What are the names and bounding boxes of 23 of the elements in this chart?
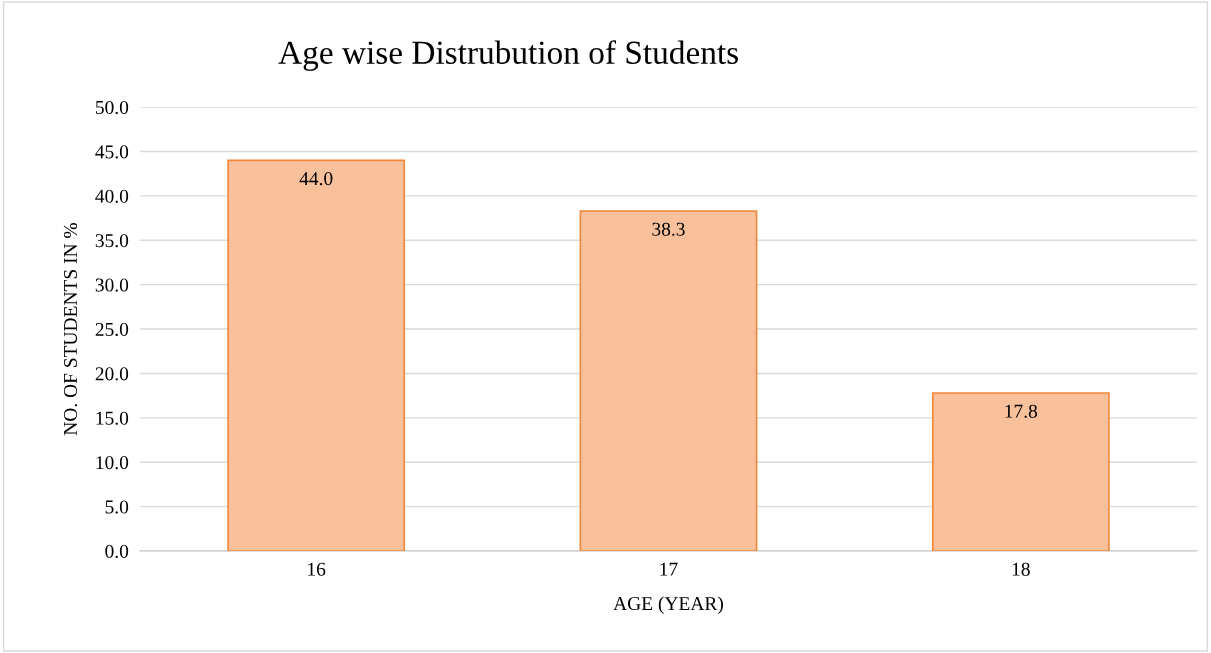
x-axis-title: AGE (YEAR)	[613, 596, 723, 615]
y-tick-label: 0.0	[105, 544, 129, 559]
data-label: 44.0	[299, 172, 333, 186]
data-label: 17.8	[1005, 404, 1038, 418]
y-tick-label: 20.0	[95, 367, 129, 381]
y-tick-label: 25.0	[95, 322, 129, 337]
y-tick-label: 40.0	[95, 189, 129, 203]
y-tick-label: 45.0	[95, 145, 129, 159]
y-tick-label: 50.0	[95, 100, 129, 115]
y-tick-label: 10.0	[96, 456, 129, 470]
data-label: 38.3	[652, 222, 685, 236]
y-tick-label: 35.0	[95, 234, 129, 248]
y-tick-label: 30.0	[95, 278, 129, 292]
bar	[227, 159, 406, 551]
x-tick-label: 18	[1012, 562, 1030, 576]
bar	[931, 392, 1110, 551]
x-tick-label: 17	[660, 562, 678, 576]
y-axis-title: NO. OF STUDENTS IN %	[63, 223, 78, 436]
y-tick-label: 5.0	[105, 500, 129, 514]
y-tick-label: 15.0	[96, 411, 129, 425]
x-tick-label: 16	[308, 562, 326, 576]
chart-title: Age wise Distrubution of Students	[278, 40, 738, 71]
bar	[579, 210, 758, 551]
